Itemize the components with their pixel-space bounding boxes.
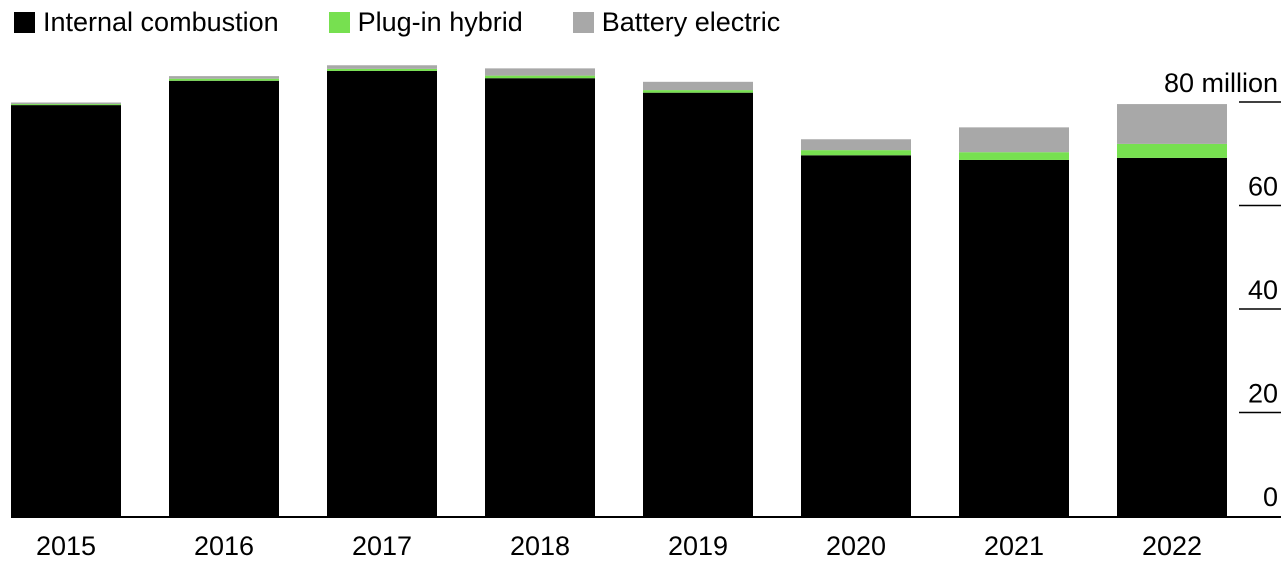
bar-internal-combustion-2015 [11,105,121,516]
bar-plug-in-hybrid-2015 [11,104,121,106]
bar-battery-electric-2015 [11,102,121,105]
bar-plug-in-hybrid-2019 [643,90,753,93]
bar-battery-electric-2017 [327,65,437,69]
x-tick-label-2018: 2018 [510,531,570,561]
legend-item-internal-combustion: Internal combustion [14,7,279,38]
bar-plug-in-hybrid-2017 [327,68,437,71]
x-tick-label-2017: 2017 [352,531,412,561]
bar-battery-electric-2020 [801,139,911,151]
legend-label-internal-combustion: Internal combustion [43,6,279,37]
bar-internal-combustion-2019 [643,92,753,516]
x-tick-label-2021: 2021 [984,531,1044,561]
x-tick-label-2020: 2020 [826,531,886,561]
legend-swatch-plug-in-hybrid [328,11,350,33]
y-tick-label-60: 60 [1248,172,1278,202]
bar-plug-in-hybrid-2018 [485,75,595,79]
bar-battery-electric-2022 [1117,104,1227,144]
bar-internal-combustion-2016 [169,80,279,516]
chart-legend: Internal combustion Plug-in hybrid Batte… [14,6,780,38]
bar-internal-combustion-2021 [959,159,1069,516]
legend-swatch-battery-electric [572,11,594,33]
bar-group [11,65,1227,517]
x-tick-label-2016: 2016 [194,531,254,561]
bar-internal-combustion-2018 [485,78,595,516]
bar-plug-in-hybrid-2021 [959,152,1069,160]
bar-plug-in-hybrid-2016 [169,78,279,81]
y-tick-label-40: 40 [1248,275,1278,305]
x-axis: 2015 2016 2017 2018 2019 2020 2021 2022 [11,516,1281,561]
bar-battery-electric-2019 [643,81,753,91]
legend-label-battery-electric: Battery electric [601,6,781,37]
x-tick-label-2015: 2015 [36,531,96,561]
bar-plug-in-hybrid-2022 [1117,143,1227,158]
y-tick-label-0: 0 [1263,482,1278,512]
x-tick-label-2022: 2022 [1142,531,1202,561]
bar-internal-combustion-2022 [1117,157,1227,516]
legend-item-plug-in-hybrid: Plug-in hybrid [328,6,523,38]
bar-battery-electric-2016 [169,76,279,79]
legend-label-plug-in-hybrid: Plug-in hybrid [357,6,523,37]
legend-item-battery-electric: Battery electric [572,6,781,38]
y-axis: 0 20 40 60 80 million [1164,68,1281,512]
bar-internal-combustion-2017 [327,70,437,516]
y-tick-label-80: 80 million [1164,68,1278,98]
bar-plug-in-hybrid-2020 [801,150,911,156]
y-tick-label-20: 20 [1248,379,1278,409]
bar-battery-electric-2018 [485,68,595,76]
bar-battery-electric-2021 [959,127,1069,153]
x-tick-label-2019: 2019 [668,531,728,561]
legend-swatch-internal-combustion [14,11,35,33]
bar-internal-combustion-2020 [801,155,911,517]
